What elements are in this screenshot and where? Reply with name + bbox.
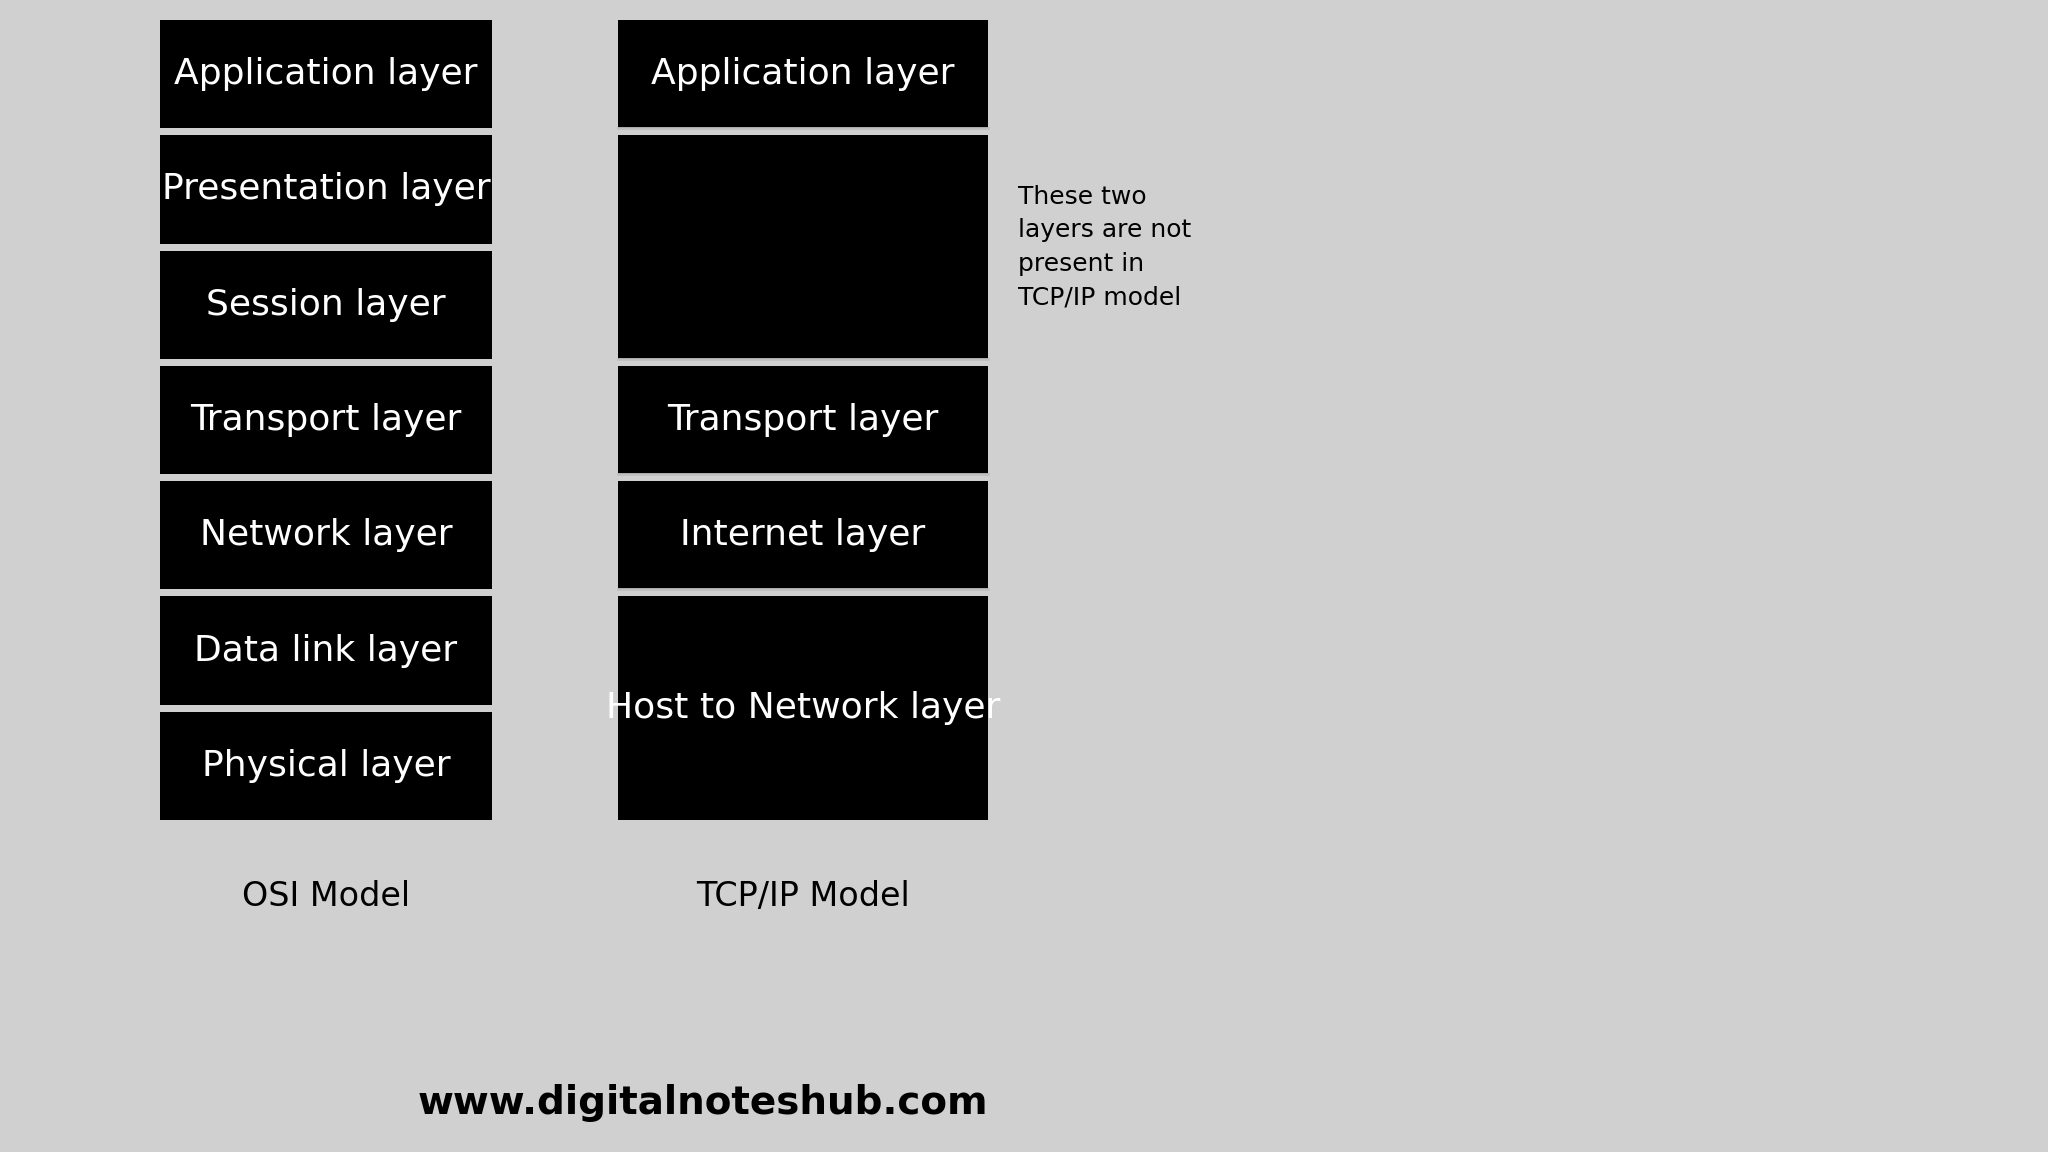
Text: Application layer: Application layer [651, 58, 954, 91]
Text: Application layer: Application layer [174, 58, 477, 91]
Bar [160, 251, 492, 359]
Text: Host to Network layer: Host to Network layer [606, 691, 999, 726]
Text: Transport layer: Transport layer [668, 403, 938, 437]
Text: Presentation layer: Presentation layer [162, 173, 489, 206]
Bar [160, 366, 492, 475]
Text: Physical layer: Physical layer [201, 749, 451, 783]
Bar [618, 135, 987, 359]
Bar [618, 482, 987, 590]
Text: OSI Model: OSI Model [242, 880, 410, 914]
Bar [618, 597, 987, 820]
Text: Transport layer: Transport layer [190, 403, 461, 437]
Bar [618, 20, 987, 128]
Text: Network layer: Network layer [201, 518, 453, 552]
Text: Internet layer: Internet layer [680, 518, 926, 552]
Bar [160, 20, 492, 128]
Text: www.digitalnoteshub.com: www.digitalnoteshub.com [418, 1084, 987, 1122]
Bar [618, 366, 987, 475]
Bar [160, 712, 492, 820]
Text: Session layer: Session layer [207, 288, 446, 321]
Bar [160, 482, 492, 590]
Text: Data link layer: Data link layer [195, 634, 457, 667]
Bar [160, 135, 492, 243]
Bar [160, 597, 492, 705]
Text: TCP/IP Model: TCP/IP Model [696, 880, 909, 914]
Text: These two
layers are not
present in
TCP/IP model: These two layers are not present in TCP/… [1018, 184, 1192, 310]
